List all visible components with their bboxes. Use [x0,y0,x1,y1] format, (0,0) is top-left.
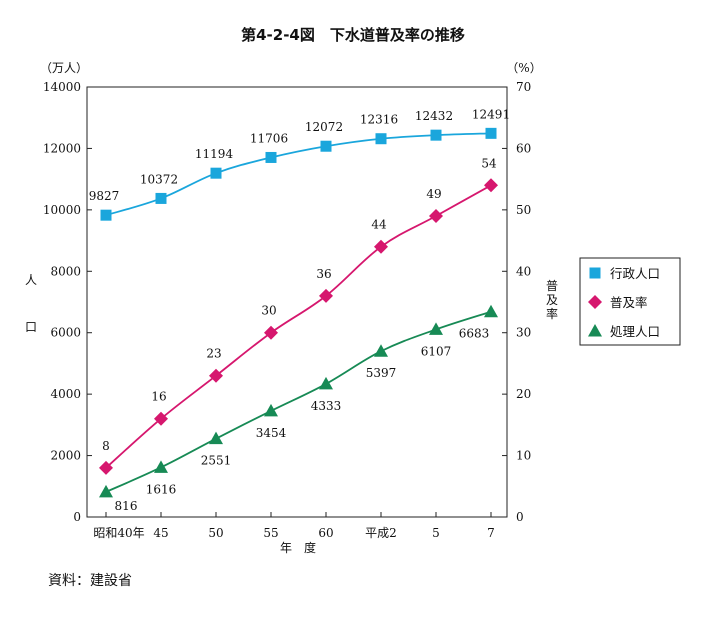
chart-title: 第4-2-4図 下水道普及率の推移 [241,26,465,44]
data-label: 3454 [256,426,287,440]
data-point [154,411,168,426]
right-tick-label: 60 [516,141,531,155]
data-point [155,192,167,204]
data-point [429,209,443,223]
data-point [265,151,277,163]
source-note: 資料：建設省 [48,573,132,589]
data-point [429,322,443,335]
data-label: 12432 [415,109,453,123]
data-label: 10372 [140,172,178,186]
series-line [105,184,492,469]
data-point [99,484,113,498]
x-tick-label: 50 [208,526,223,540]
right-axis-unit: （%） [506,61,541,75]
right-tick-label: 20 [516,387,531,401]
left-tick-label: 12000 [43,141,81,155]
data-point [209,431,223,445]
data-point [264,325,278,340]
left-tick-label: 8000 [50,264,81,278]
legend-item-label: 行政人口 [610,266,660,281]
x-axis-label: 年 度 [280,540,316,555]
data-label: 49 [426,187,441,201]
left-tick-label: 14000 [43,80,81,94]
right-tick-label: 40 [516,264,531,278]
right-tick-label: 30 [516,326,531,340]
data-label: 12316 [360,113,398,127]
right-axis-label: 率 [546,306,558,321]
data-label: 12072 [305,120,343,134]
data-point [99,460,113,475]
data-point [485,127,497,139]
legend-marker [588,295,602,309]
data-label: 54 [481,156,497,170]
data-point [374,344,388,357]
data-point [484,178,498,193]
data-point [484,304,498,318]
plot-frame [86,86,508,518]
left-axis-label: 口 [25,320,37,334]
left-tick-label: 6000 [50,326,81,340]
legend-marker [588,324,602,337]
data-label: 30 [261,304,276,318]
data-label: 11706 [250,131,288,145]
x-tick-label: 平成2 [365,526,397,540]
left-tick-label: 4000 [50,387,81,401]
data-point [210,167,222,179]
data-point [430,129,442,141]
left-tick-label: 0 [73,510,81,524]
data-label: 816 [115,499,138,513]
right-axis-label: 及 [546,293,558,307]
data-point [154,460,168,473]
data-point [100,209,112,221]
x-tick-label: 55 [263,526,278,540]
x-tick-label: 昭和40年 [93,526,144,540]
series-2: 8 16 23 30 36 44 49 54 [99,156,498,475]
data-label: 16 [151,390,166,404]
data-point [375,133,387,145]
right-axis-label: 普 [546,279,558,293]
data-point [319,376,333,390]
left-axis-label: 人 [25,273,37,287]
x-tick-label: 45 [153,526,168,540]
legend-item-label: 処理人口 [610,324,660,339]
right-tick-label: 0 [516,510,524,524]
data-label: 12491 [472,107,510,121]
x-tick-label: 60 [318,526,333,540]
x-tick-label: 5 [432,526,440,540]
data-label: 44 [371,218,387,232]
data-label: 4333 [311,399,342,413]
legend-item-label: 普及率 [610,295,648,310]
series-line [105,310,492,493]
data-point [374,239,388,254]
data-label: 8 [102,439,110,453]
data-label: 23 [206,347,221,361]
data-label: 11194 [195,147,234,161]
legend-marker [589,267,601,279]
left-tick-label: 10000 [43,203,81,217]
series-1: 9827 10372 11194 11706 12072 12316 12432 12491 [89,107,510,221]
data-label: 2551 [201,454,232,468]
data-label: 1616 [146,482,177,496]
data-point [209,368,223,383]
right-tick-label: 50 [516,203,531,217]
right-tick-label: 10 [516,449,531,463]
left-axis-unit: （万人） [40,61,88,75]
right-tick-label: 70 [516,80,531,94]
data-label: 6107 [421,344,452,358]
data-point [320,140,332,152]
data-label: 36 [316,267,331,281]
data-label: 9827 [89,189,120,203]
data-label: 5397 [366,366,397,380]
data-point [319,288,333,303]
x-tick-label: 7 [487,526,495,540]
data-label: 6683 [459,327,490,341]
data-point [264,403,278,417]
left-tick-label: 2000 [50,449,81,463]
